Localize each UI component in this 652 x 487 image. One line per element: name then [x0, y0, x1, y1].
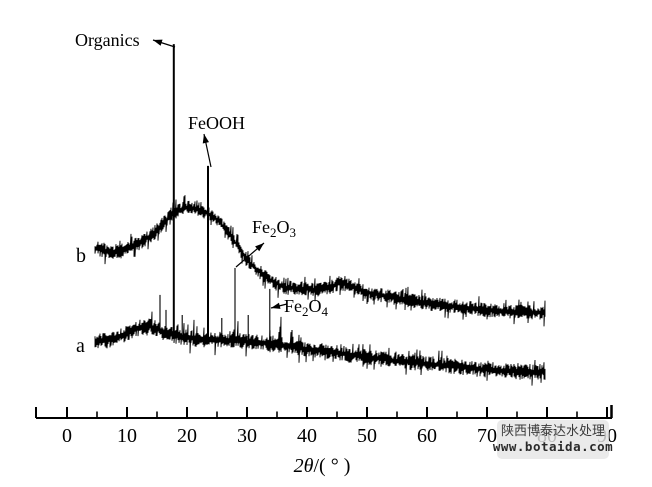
series-a-peaks — [159, 44, 293, 350]
series-a-curve — [94, 311, 546, 386]
watermark-url-text: www.botaida.com — [492, 438, 614, 454]
annotation-arrowhead — [255, 243, 264, 252]
x-axis-tick-label: 0 — [62, 425, 72, 447]
x-axis-tick-label: 20 — [177, 425, 197, 447]
peak-annotation-fe2o4: Fe2O4 — [270, 296, 329, 319]
peak-label-feooh: FeOOH — [188, 113, 245, 133]
x-axis-tick-label: 60 — [417, 425, 437, 447]
peak-label-fe2o3: Fe2O3 — [252, 217, 296, 240]
series-b-curve — [94, 195, 546, 327]
watermark-company-text: 陕西博泰达水处理 — [500, 423, 605, 439]
peak-label-fe2o4: Fe2O4 — [284, 296, 329, 319]
x-axis-tick-label: 30 — [237, 425, 257, 447]
peak-annotation-fe2o3: Fe2O3 — [235, 217, 296, 268]
annotation-arrowhead — [271, 302, 281, 309]
peak-annotation-organics: Organics — [75, 30, 176, 50]
annotation-arrowhead — [202, 134, 209, 144]
x-axis-title: 2θ/( ° ) — [294, 455, 351, 477]
series-label-a: a — [76, 335, 85, 357]
x-axis-tick-label: 40 — [297, 425, 317, 447]
x-axis-tick-label: 70 — [477, 425, 497, 447]
peak-label-organics: Organics — [75, 30, 140, 50]
x-axis-tick-label: 10 — [117, 425, 137, 447]
annotation-arrowhead — [153, 39, 163, 46]
watermark: 陕西博泰达水处理 www.botaida.com — [493, 420, 613, 459]
series-label-b: b — [76, 245, 86, 267]
peak-annotation-feooh: FeOOH — [188, 113, 245, 168]
x-axis-tick-label: 50 — [357, 425, 377, 447]
